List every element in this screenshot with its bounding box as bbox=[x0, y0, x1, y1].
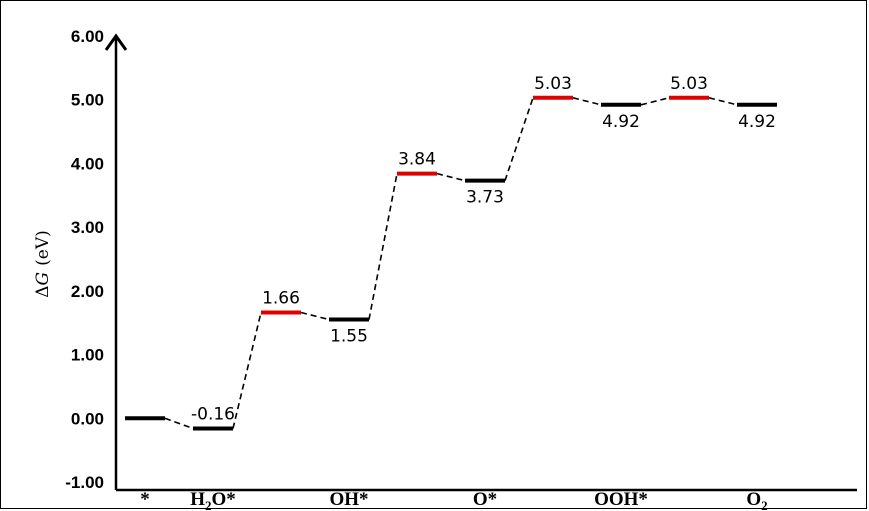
connector-line bbox=[368, 173, 398, 320]
category-label-base: O bbox=[746, 489, 761, 510]
data-label: 3.73 bbox=[466, 188, 504, 208]
category-label-tail: O* bbox=[212, 489, 236, 510]
y-axis-title: ΔG (eV) bbox=[33, 230, 53, 297]
connector-line bbox=[708, 97, 738, 106]
axes bbox=[104, 33, 857, 492]
data-label: 5.03 bbox=[670, 74, 708, 94]
connector-lines bbox=[164, 97, 738, 430]
y-axis-unit: (eV) bbox=[33, 230, 53, 266]
data-label: 1.55 bbox=[330, 327, 368, 347]
category-label: OH* bbox=[329, 489, 368, 510]
data-label: 5.03 bbox=[534, 74, 572, 94]
connector-line bbox=[232, 312, 262, 429]
category-label: O* bbox=[473, 489, 497, 510]
connector-line bbox=[504, 97, 534, 181]
category-label-subscript: 2 bbox=[205, 498, 212, 511]
category-labels: * H2O* OH* O* OOH* O2 bbox=[140, 489, 767, 511]
connector-line bbox=[164, 417, 194, 430]
data-label: 4.92 bbox=[602, 112, 640, 132]
data-label: 1.66 bbox=[262, 289, 300, 309]
category-label-base: O* bbox=[473, 489, 497, 510]
y-tick-label: 5.00 bbox=[71, 91, 104, 110]
data-label: 3.84 bbox=[398, 150, 436, 170]
data-labels: -0.16 1.66 1.55 3.84 3.73 5.03 4.92 5.03 4.92 bbox=[191, 74, 776, 425]
y-tick-label: 3.00 bbox=[71, 218, 104, 237]
y-axis-arrow bbox=[104, 33, 128, 51]
category-label: H2O* bbox=[190, 489, 236, 511]
data-label: 4.92 bbox=[738, 112, 776, 132]
category-label: OOH* bbox=[594, 489, 648, 510]
y-axis-variable: G bbox=[33, 272, 53, 286]
category-label-subscript: 2 bbox=[761, 498, 768, 511]
y-tick-label: 6.00 bbox=[71, 27, 104, 46]
y-tick-label: 4.00 bbox=[71, 154, 104, 173]
category-label-base: H bbox=[190, 489, 205, 510]
data-label: -0.16 bbox=[191, 404, 235, 424]
connector-line bbox=[572, 97, 602, 106]
category-label: * bbox=[140, 489, 150, 510]
y-tick-label: -1.00 bbox=[65, 473, 104, 492]
category-label-base: OH* bbox=[329, 489, 368, 510]
category-label-base: * bbox=[140, 489, 150, 510]
y-axis-label: ΔG (eV) bbox=[33, 230, 53, 297]
connector-line bbox=[436, 172, 466, 182]
category-label-base: OOH* bbox=[594, 489, 648, 510]
y-tick-label: 0.00 bbox=[71, 409, 104, 428]
connector-line bbox=[640, 97, 670, 106]
y-tick-label: 2.00 bbox=[71, 282, 104, 301]
y-tick-labels: 6.00 5.00 4.00 3.00 2.00 1.00 0.00 -1.00 bbox=[65, 27, 104, 492]
connector-line bbox=[300, 311, 330, 321]
y-axis-delta: Δ bbox=[33, 285, 53, 297]
energy-levels bbox=[125, 95, 777, 431]
y-tick-label: 1.00 bbox=[71, 346, 104, 365]
category-label: O2 bbox=[746, 489, 767, 511]
